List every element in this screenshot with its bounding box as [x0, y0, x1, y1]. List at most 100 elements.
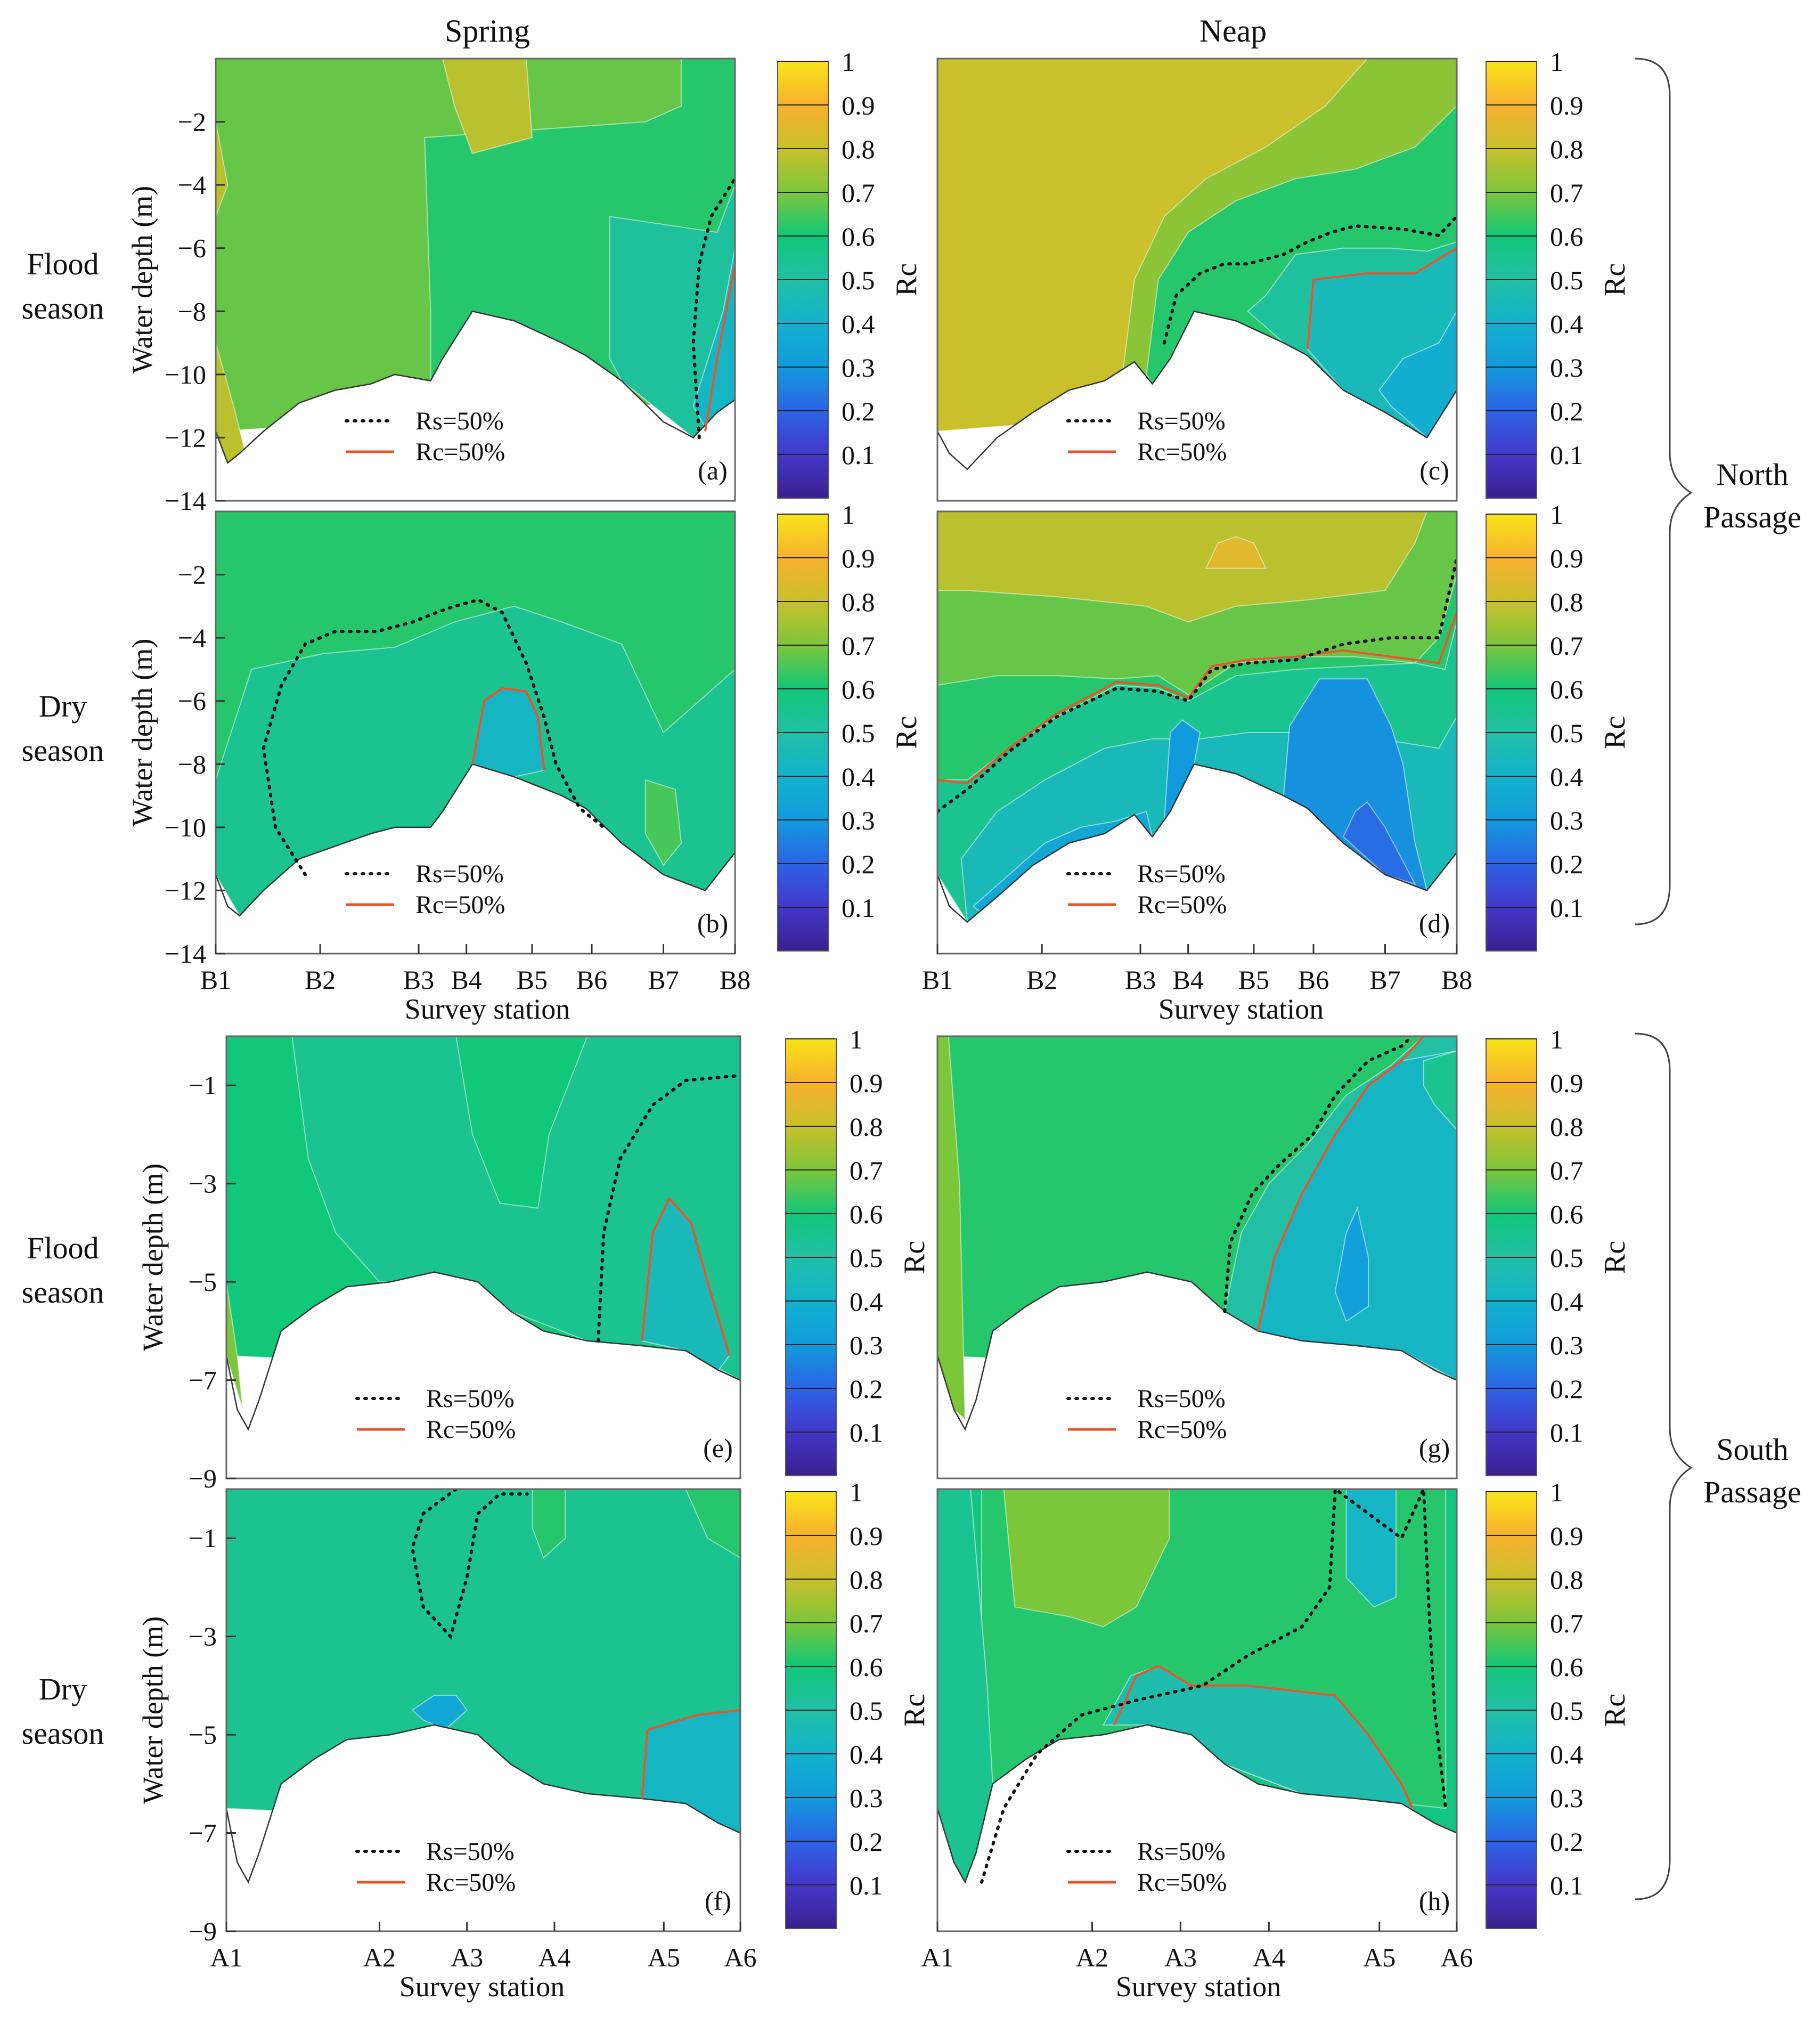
- rs50-contour: [1223, 1036, 1414, 1313]
- seabed-line: [937, 763, 1457, 923]
- colorbar-tick-label: 0.3: [1550, 1783, 1584, 1813]
- y-tick-label: −12: [165, 875, 206, 905]
- colorbar-tick-label: 0.2: [1550, 849, 1584, 879]
- colorbar-tick-label: 0.7: [1550, 631, 1584, 661]
- colorbar-tick-label: 0.2: [842, 396, 875, 426]
- y-tick-label: −9: [189, 1463, 217, 1493]
- colorbar-tick-label: 1: [1550, 1024, 1563, 1054]
- x-tick-label: B6: [1298, 965, 1329, 995]
- colorbar-tick-label: 1: [1550, 500, 1563, 530]
- colorbar-tick-label: 0.7: [850, 1156, 883, 1185]
- legend-rs-label: Rs=50%: [1137, 860, 1226, 888]
- rc-region-1: [532, 1489, 566, 1559]
- y-tick-label: −10: [165, 812, 206, 842]
- panel-c: Rs=50% Rc=50% (c) 1 0.9 0.8 0.7 0.6 0.5 0.4 0.3 0.2…: [936, 47, 1631, 502]
- colorbar-tick-label: 0.9: [850, 1068, 883, 1098]
- colorbar-tick-label: 0.7: [1550, 178, 1584, 208]
- colorbar: 1 0.9 0.8 0.7 0.6 0.5 0.4 0.3 0.2 0.1 Rc: [777, 500, 923, 952]
- rc-field: [937, 1036, 1457, 1478]
- colorbar-tick-label: 0.1: [842, 440, 875, 470]
- colorbar-tick-label: 0.8: [850, 1565, 883, 1595]
- rc-region-4: [411, 1695, 468, 1731]
- column-title-neap: Neap: [1199, 13, 1267, 48]
- seabed-line: [937, 310, 1457, 470]
- colorbar-tick-label: 0.8: [1550, 134, 1584, 164]
- x-tick-label: A4: [538, 1942, 570, 1972]
- x-tick-label: B3: [403, 965, 434, 995]
- x-tick-label: B4: [1173, 965, 1204, 995]
- x-tick-label: A1: [921, 1942, 953, 1972]
- y-axis-label: Water depth (m): [126, 639, 158, 827]
- seabed-line: [216, 310, 735, 464]
- y-tick-label: −4: [178, 623, 206, 653]
- x-tick-label: A3: [1164, 1942, 1197, 1972]
- panel-frame: [936, 58, 1458, 502]
- seabed-line: [216, 763, 735, 917]
- legend-rc-label: Rc=50%: [415, 438, 505, 466]
- rc-region-2: [685, 1489, 740, 1559]
- rc-region-5: [1345, 1489, 1397, 1608]
- colorbar: 1 0.9 0.8 0.7 0.6 0.5 0.4 0.3 0.2 0.1 Rc: [1486, 1477, 1631, 1929]
- x-tick-label: A6: [724, 1942, 756, 1972]
- rs50-contour: [980, 1489, 1448, 1884]
- y-tick-label: −14: [165, 486, 206, 516]
- colorbar-tick-label: 0.4: [1550, 762, 1584, 792]
- y-tick-label: −14: [165, 939, 206, 969]
- seabed-line: [937, 1724, 1457, 1884]
- y-tick-label: −6: [178, 233, 206, 263]
- colorbar-tick-label: 0.6: [1550, 674, 1584, 704]
- colorbar-title: Rc: [898, 1694, 931, 1727]
- y-axis-label: Water depth (m): [137, 1616, 169, 1804]
- panel-frame: [936, 1488, 1458, 1932]
- colorbar: 1 0.9 0.8 0.7 0.6 0.5 0.4 0.3 0.2 0.1 Rc: [1486, 500, 1631, 952]
- seabed-fill: [937, 764, 1457, 954]
- x-tick-label: B8: [1441, 965, 1472, 995]
- colorbar-tick-label: 0.7: [850, 1608, 883, 1638]
- x-tick-label: B5: [517, 965, 548, 995]
- colorbar-tick-label: 0.1: [1550, 1871, 1584, 1900]
- rc-region-4: [1423, 1050, 1457, 1131]
- rs50-contour: [691, 177, 735, 440]
- svg-text:North: North: [1716, 457, 1788, 492]
- colorbar-title: Rc: [890, 263, 923, 296]
- colorbar-tick-label: 0.6: [850, 1199, 883, 1229]
- colorbar-tick-label: 0.1: [1550, 440, 1584, 470]
- rc50-contour: [1113, 1664, 1414, 1809]
- legend-rc-label: Rc=50%: [426, 1416, 516, 1444]
- y-tick-label: −6: [178, 686, 206, 716]
- panel-tag: (d): [1419, 908, 1450, 938]
- seabed-fill: [937, 311, 1457, 501]
- svg-text:season: season: [22, 1275, 104, 1310]
- rc-field: [937, 59, 1457, 501]
- colorbar-tick-label: 0.1: [1550, 1418, 1584, 1448]
- y-tick-label: −2: [178, 560, 206, 590]
- legend: Rs=50%Rc=50%: [1066, 1837, 1227, 1897]
- column-title-spring: Spring: [445, 13, 530, 48]
- colorbar-tick-label: 0.5: [1550, 1696, 1584, 1726]
- x-axis-label: Survey station: [399, 1971, 565, 2003]
- seabed-fill: [216, 764, 735, 954]
- colorbar-tick-label: 0.7: [1550, 1608, 1584, 1638]
- x-tick-label: A3: [451, 1942, 483, 1972]
- x-tick-label: B1: [200, 965, 231, 995]
- colorbar-title: Rc: [1598, 1241, 1631, 1274]
- x-tick-label: B7: [1369, 965, 1400, 995]
- svg-text:Dry: Dry: [39, 1672, 87, 1706]
- colorbar-tick-label: 0.6: [842, 222, 875, 251]
- colorbar-tick-label: 0.5: [850, 1696, 883, 1726]
- colorbar-tick-label: 0.3: [842, 806, 875, 835]
- colorbar-tick-label: 0.9: [842, 543, 875, 573]
- rc-region-2: [226, 1281, 243, 1410]
- colorbar-tick-label: 0.3: [850, 1330, 883, 1360]
- colorbar-tick-label: 0.8: [842, 134, 875, 164]
- y-tick-label: −5: [189, 1267, 217, 1297]
- x-tick-label: A5: [1363, 1942, 1395, 1972]
- x-tick-label: A1: [210, 1942, 242, 1972]
- y-tick-label: −3: [189, 1622, 217, 1652]
- x-axis-label: Survey station: [405, 993, 570, 1025]
- rc50-contour: [641, 1196, 731, 1356]
- colorbar-tick-label: 1: [1550, 1477, 1563, 1507]
- legend-rs-label: Rs=50%: [426, 1385, 515, 1413]
- colorbar-title: Rc: [1598, 716, 1631, 749]
